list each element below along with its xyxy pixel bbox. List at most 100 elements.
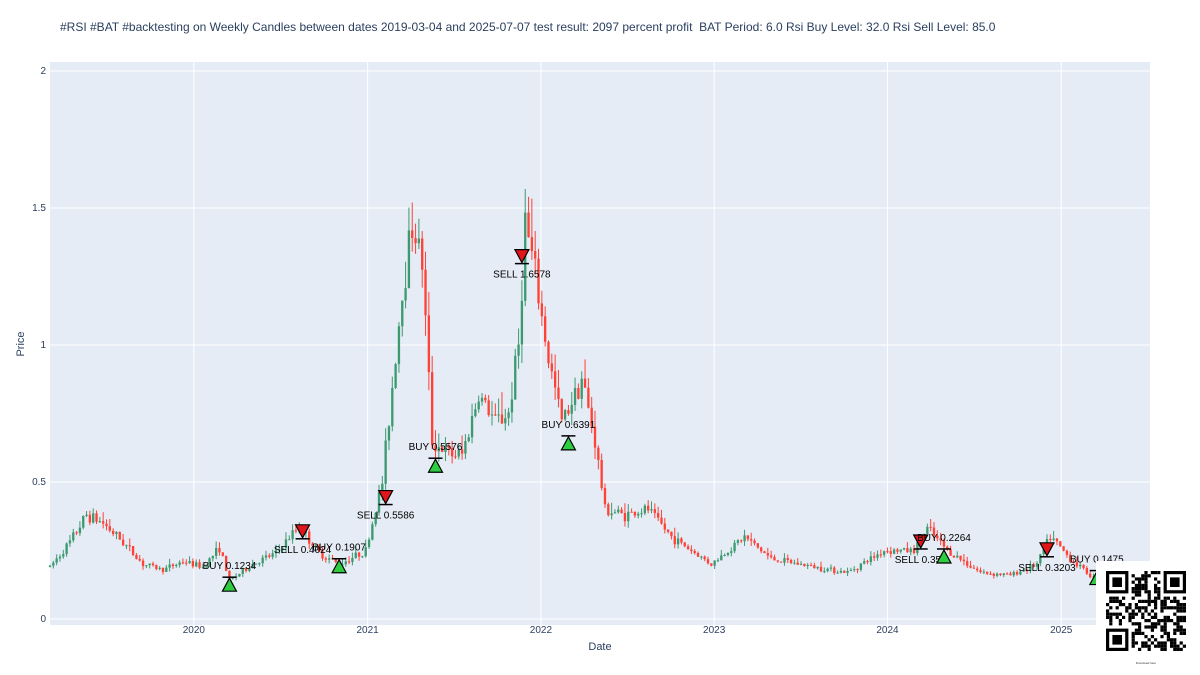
candle-body (141, 560, 145, 567)
candle-body (627, 511, 630, 522)
qr-module (1173, 641, 1177, 645)
candle-body (819, 566, 823, 572)
candle-body (357, 552, 361, 557)
candle (686, 544, 690, 550)
qr-module (1138, 577, 1142, 581)
candle (879, 549, 882, 558)
candle-body (460, 449, 464, 454)
candle (823, 567, 826, 574)
candle (939, 532, 942, 546)
candle (141, 558, 145, 570)
candle (261, 554, 264, 567)
candle (111, 528, 115, 537)
candle-body (434, 445, 437, 452)
qr-module (1147, 593, 1151, 597)
candle-body (397, 326, 401, 365)
qr-module (1131, 638, 1135, 642)
candle (244, 567, 248, 573)
candle (859, 562, 863, 572)
candle (1035, 561, 1039, 570)
candle-body (693, 551, 696, 554)
qr-code[interactable]: Download here (1096, 561, 1196, 669)
candle-body (1065, 550, 1069, 555)
candle-body (85, 514, 88, 516)
candle-body (763, 551, 766, 554)
candle-body (221, 552, 224, 556)
candle (417, 218, 421, 249)
candle (354, 547, 357, 559)
qr-module (1182, 606, 1186, 610)
candle-body (510, 399, 514, 413)
candle-body (477, 401, 480, 410)
candle-body (623, 513, 627, 522)
candle-body (1002, 573, 1005, 576)
candle (371, 521, 374, 541)
candle-body (587, 387, 590, 408)
qr-module (1131, 635, 1135, 639)
qr-module (1182, 628, 1186, 632)
candle (175, 563, 178, 568)
candle (361, 555, 364, 558)
candle (118, 531, 121, 540)
candle (95, 510, 98, 525)
candle-body (613, 512, 617, 514)
candle-body (617, 509, 620, 513)
candle (1039, 553, 1042, 567)
qr-module (1147, 612, 1151, 616)
candle (656, 506, 660, 522)
qr-module (1179, 619, 1183, 623)
qr-module (1154, 644, 1158, 648)
qr-module (1131, 609, 1135, 613)
candle-body (896, 549, 899, 552)
qr-module (1173, 647, 1177, 651)
qr-module (1128, 606, 1132, 610)
candle (374, 512, 377, 527)
candle (440, 445, 444, 453)
qr-module (1173, 644, 1177, 648)
qr-module (1170, 599, 1174, 603)
candle (809, 562, 813, 567)
qr-module (1128, 603, 1132, 607)
candle-body (175, 564, 178, 567)
qr-module (1166, 631, 1170, 635)
qr-module (1109, 622, 1113, 626)
buy-marker: BUY 0.1907 (312, 543, 366, 574)
candle-body (570, 404, 573, 414)
candle-body (1062, 546, 1065, 551)
candle-body (188, 560, 191, 564)
candle (1082, 564, 1085, 570)
qr-module (1112, 612, 1116, 616)
candle-body (248, 568, 251, 571)
plot-area (50, 62, 1150, 625)
qr-module (1115, 596, 1119, 600)
qr-module (1179, 625, 1183, 629)
qr-module (1154, 603, 1158, 607)
candle (962, 553, 966, 566)
qr-module (1157, 590, 1161, 594)
qr-module (1147, 603, 1151, 607)
candle-body (663, 523, 666, 530)
qr-module (1154, 612, 1158, 616)
qr-module (1163, 606, 1167, 610)
candle (769, 550, 773, 559)
sell-marker: SELL 0.3203 (1018, 542, 1076, 574)
buy-triangle-icon (331, 558, 348, 574)
candle (450, 440, 454, 464)
candle-body (979, 570, 982, 573)
buy-marker: BUY 0.2264 (917, 533, 971, 564)
candle-body (254, 563, 258, 565)
candle-body (484, 397, 487, 401)
candle-body (853, 569, 856, 571)
qr-module (1157, 641, 1161, 645)
candle-body (573, 387, 577, 405)
qr-module (1160, 635, 1164, 639)
candle-body (736, 540, 740, 543)
qr-module (1182, 631, 1186, 635)
candle (597, 445, 600, 470)
candle-body (946, 546, 949, 550)
candle-body (520, 300, 524, 345)
candle (936, 530, 939, 542)
candle (590, 396, 593, 434)
qr-module (1147, 644, 1151, 648)
qr-module (1115, 599, 1119, 603)
